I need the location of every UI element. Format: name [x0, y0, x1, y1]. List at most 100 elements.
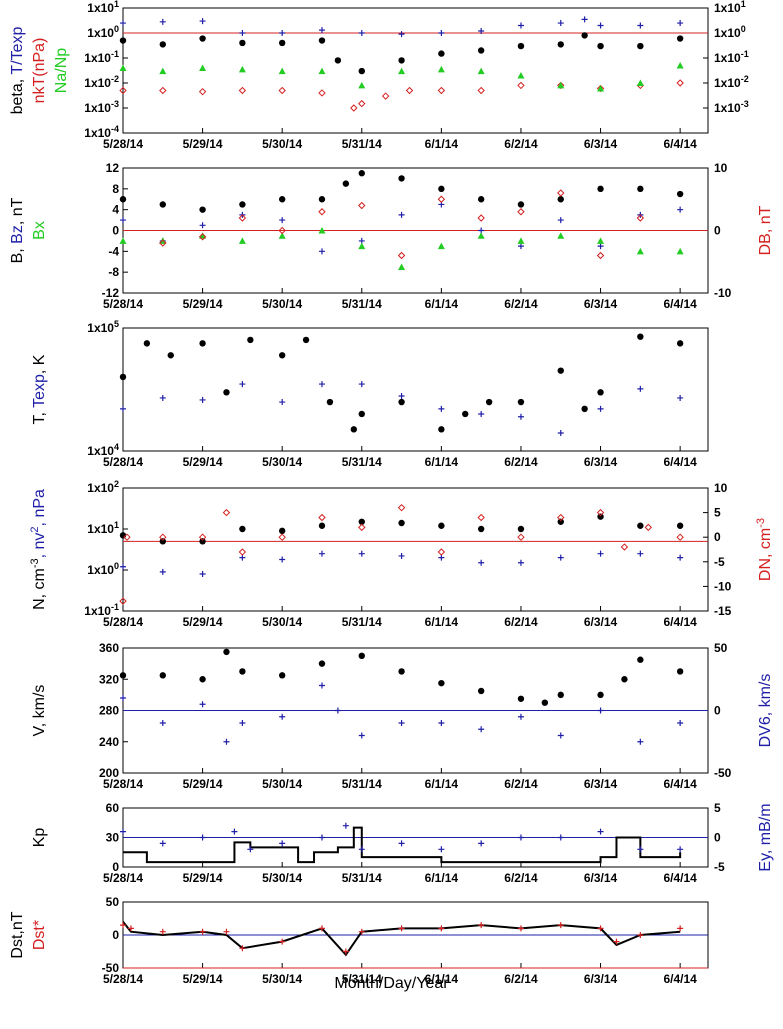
data-point	[557, 217, 564, 224]
date-label: 6/4/14	[663, 972, 697, 986]
data-point	[358, 201, 366, 210]
tick-label: 1x10-1	[84, 49, 119, 65]
data-point	[159, 67, 167, 75]
data-point	[358, 242, 366, 250]
data-point	[438, 30, 445, 36]
date-label: 5/29/14	[183, 777, 223, 791]
data-point	[398, 519, 405, 527]
data-point	[199, 222, 206, 229]
date-label: 5/31/14	[342, 455, 382, 469]
tick-label: 1x10-2	[714, 74, 749, 90]
tick-label: 8	[112, 182, 119, 196]
data-point	[405, 86, 414, 95]
data-point	[247, 846, 254, 853]
data-point	[199, 206, 206, 213]
data-point	[342, 948, 349, 955]
data-point	[581, 16, 588, 23]
data-point	[677, 720, 684, 726]
data-point	[120, 20, 126, 27]
data-point	[637, 846, 644, 853]
data-point	[477, 47, 485, 54]
data-point	[637, 656, 644, 663]
tick-label: 1x105	[87, 319, 119, 335]
data-point	[581, 405, 588, 413]
data-point	[557, 20, 564, 27]
data-point	[159, 18, 166, 25]
data-point	[199, 701, 206, 708]
data-point	[397, 251, 406, 260]
data-point	[358, 410, 365, 418]
data-point	[318, 248, 325, 255]
tick-label: 280	[99, 704, 119, 718]
data-point	[279, 938, 286, 945]
data-point	[199, 396, 206, 403]
data-point	[437, 65, 445, 73]
date-label: 5/31/14	[342, 615, 382, 629]
data-point	[123, 533, 131, 541]
data-point	[676, 668, 684, 675]
data-point	[358, 928, 365, 935]
data-point	[438, 405, 445, 412]
date-label: 6/2/14	[504, 297, 538, 311]
date-label: 6/1/14	[425, 972, 459, 986]
data-point	[318, 27, 325, 34]
tick-label: -15	[714, 604, 732, 618]
data-point	[159, 568, 166, 575]
date-label: 5/30/14	[262, 455, 302, 469]
data-point	[438, 925, 445, 932]
tick-label: 1x10-1	[84, 602, 119, 618]
data-point	[318, 513, 326, 522]
date-label: 5/30/14	[262, 972, 302, 986]
data-point	[676, 522, 684, 529]
data-point	[159, 86, 167, 95]
data-point	[477, 525, 485, 533]
tick-label: 1x10-3	[84, 99, 119, 115]
tick-label: 1x10-2	[84, 74, 119, 90]
data-point	[398, 925, 405, 932]
tick-label: 0	[714, 831, 721, 845]
date-label: 6/1/14	[425, 871, 459, 885]
data-point	[437, 195, 446, 203]
data-point	[279, 556, 286, 563]
date-label: 5/28/14	[103, 871, 143, 885]
data-point	[239, 39, 246, 47]
data-point	[231, 828, 238, 835]
data-point	[159, 394, 166, 401]
series-line	[123, 826, 682, 864]
tick-label: 50	[714, 641, 728, 655]
data-point	[318, 196, 326, 203]
data-point	[120, 695, 126, 701]
data-point	[198, 87, 207, 96]
data-point	[318, 89, 326, 97]
data-point	[334, 707, 341, 714]
data-point	[517, 925, 524, 932]
data-point	[485, 398, 493, 406]
y-axis-label: T, Texp, K	[31, 354, 48, 424]
data-point	[199, 928, 206, 935]
data-point	[477, 513, 485, 522]
data-point	[517, 42, 525, 50]
data-point	[637, 333, 644, 340]
data-point	[517, 713, 524, 720]
data-point	[119, 86, 127, 95]
tick-label: 1x101	[714, 0, 746, 15]
date-label: 6/3/14	[584, 777, 618, 791]
tick-label: 1x101	[87, 0, 119, 15]
data-point	[438, 720, 445, 726]
tick-label: 1x100	[714, 24, 746, 40]
data-point	[597, 85, 605, 92]
date-label: 6/1/14	[425, 615, 459, 629]
tick-label: 0	[112, 860, 119, 874]
data-point	[279, 30, 286, 36]
data-point	[677, 20, 684, 27]
data-point	[358, 846, 365, 853]
data-point	[676, 35, 684, 42]
data-point	[597, 405, 604, 412]
data-point	[198, 233, 207, 241]
date-label: 5/31/14	[342, 297, 382, 311]
date-label: 5/28/14	[103, 615, 143, 629]
data-point	[637, 522, 644, 529]
data-point	[119, 196, 127, 203]
date-label: 5/29/14	[183, 972, 223, 986]
data-point	[199, 676, 206, 683]
